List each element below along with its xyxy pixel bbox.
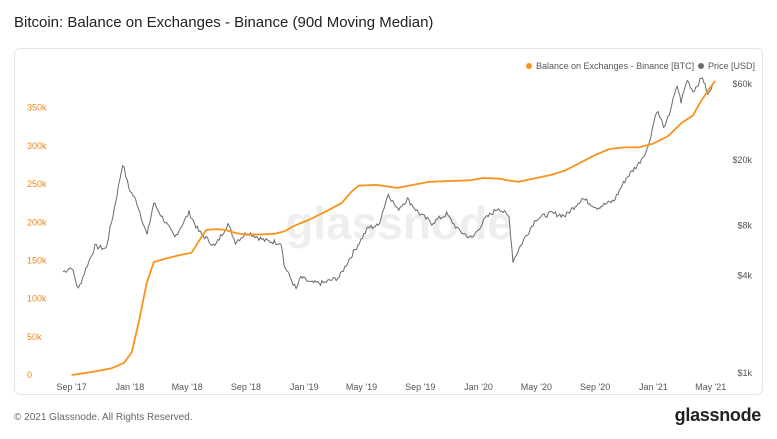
balance-series-line [71, 80, 716, 376]
legend-marker-balance [526, 63, 532, 69]
price-series-line [62, 77, 715, 290]
x-tick-label: Sep '18 [231, 382, 261, 392]
y-left-tick-label: 250k [27, 179, 47, 189]
y-left-tick-label: 350k [27, 103, 47, 113]
y-right-tick-label: $60k [732, 79, 752, 89]
x-tick-label: Sep '20 [580, 382, 610, 392]
y-left-tick-label: 200k [27, 217, 47, 227]
y-right-tick-label: $8k [737, 221, 752, 231]
glassnode-logo: glassnode [674, 405, 762, 425]
y-right-tick-label: $20k [732, 155, 752, 165]
x-tick-label: Jan '19 [290, 382, 319, 392]
y-left-tick-label: 100k [27, 294, 47, 304]
y-left-tick-label: 0 [27, 370, 32, 380]
legend-label-price: Price [USD] [708, 61, 755, 71]
x-tick-label: Sep '19 [405, 382, 435, 392]
page-title: Bitcoin: Balance on Exchanges - Binance … [14, 14, 434, 31]
y-left-tick-label: 50k [27, 332, 42, 342]
watermark: glassnode [285, 197, 513, 249]
x-tick-label: Jan '21 [639, 382, 668, 392]
legend-marker-price [698, 63, 704, 69]
chart: glassnode 0 50k 100k 150k 200k 250k 300k 350k $1k… [27, 61, 755, 392]
y-left-tick-label: 300k [27, 141, 47, 151]
x-tick-label: Sep '17 [56, 382, 86, 392]
legend-label-balance: Balance on Exchanges - Binance [BTC] [536, 61, 694, 71]
x-tick-label: Jan '18 [115, 382, 144, 392]
x-tick-label: May '18 [172, 382, 203, 392]
x-tick-label: May '20 [521, 382, 552, 392]
x-tick-label: Jan '20 [464, 382, 493, 392]
chart-panel: glassnode 0 50k 100k 150k 200k 250k 300k 350k $1k… [14, 48, 763, 395]
x-tick-label: May '21 [695, 382, 726, 392]
copyright-text: © 2021 Glassnode. All Rights Reserved. [14, 412, 193, 423]
y-right-tick-label: $1k [737, 368, 752, 378]
x-tick-label: May '19 [346, 382, 377, 392]
y-right-tick-label: $4k [737, 270, 752, 280]
y-left-tick-label: 150k [27, 255, 47, 265]
